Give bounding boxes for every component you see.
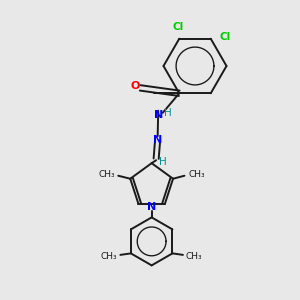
Text: Cl: Cl (219, 32, 230, 42)
Text: CH₃: CH₃ (188, 170, 205, 179)
Text: O: O (130, 81, 140, 92)
Text: N: N (154, 110, 163, 120)
Text: CH₃: CH₃ (98, 170, 115, 179)
Text: H: H (159, 157, 166, 167)
Text: CH₃: CH₃ (186, 252, 202, 261)
Text: N: N (153, 135, 162, 145)
Text: CH₃: CH₃ (101, 252, 117, 261)
Text: H: H (164, 108, 172, 118)
Text: N: N (147, 202, 156, 212)
Text: Cl: Cl (172, 22, 183, 32)
